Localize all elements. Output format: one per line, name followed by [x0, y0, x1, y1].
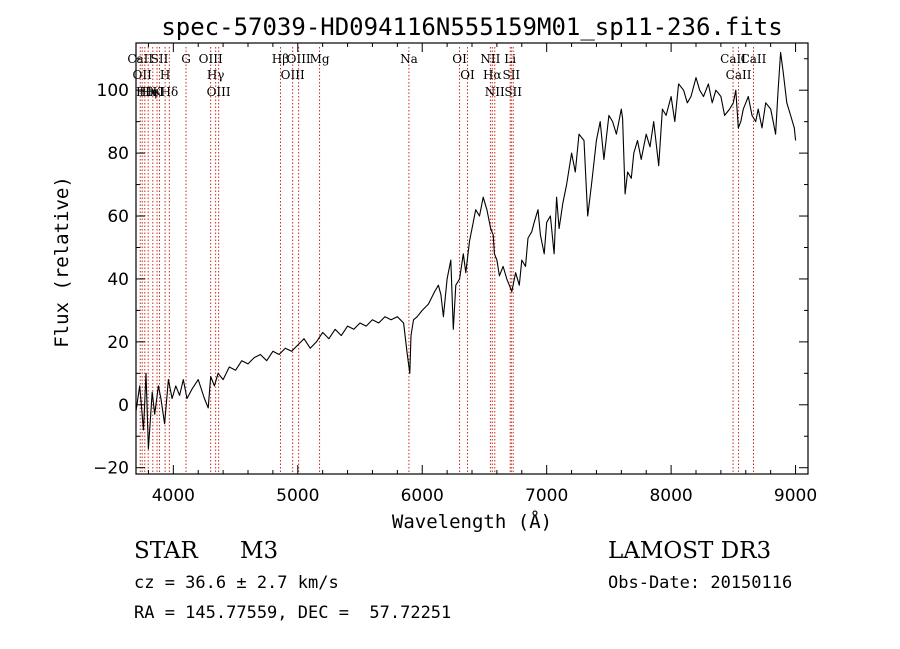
line-label: Hβ	[272, 52, 289, 66]
line-label: CaII	[127, 52, 153, 66]
line-label: OIII	[281, 68, 305, 82]
x-axis-label: Wavelength (Å)	[392, 510, 552, 533]
line-label: CaII	[720, 52, 746, 66]
line-label: Li	[504, 52, 516, 66]
y-tick-label: 40	[107, 270, 129, 290]
line-label: CaII	[741, 52, 767, 66]
spectrum-line	[135, 51, 797, 450]
redshift-text: cz = 36.6 ± 2.7 km/s	[134, 573, 339, 593]
line-label: OIII	[199, 52, 223, 66]
y-tick-label: 100	[97, 81, 129, 101]
object-subclass: M3	[240, 538, 279, 564]
line-label: OI	[452, 52, 467, 66]
y-tick-label: 60	[107, 207, 129, 227]
chart-title: spec-57039-HD094116N555159M01_sp11-236.f…	[161, 13, 782, 41]
x-tick-label: 4000	[152, 486, 195, 506]
x-tick-label: 7000	[525, 486, 568, 506]
line-label: SII	[502, 68, 520, 82]
line-label: Mg	[310, 52, 330, 66]
obs-date: Obs-Date: 20150116	[608, 573, 793, 593]
emission-line-markers	[139, 47, 754, 474]
line-label: NII	[485, 85, 505, 99]
line-label: OIII	[287, 52, 311, 66]
line-label: Hγ	[207, 68, 225, 82]
line-label: Hη	[139, 85, 157, 99]
y-tick-label: 80	[107, 144, 129, 164]
line-label: SII	[504, 85, 522, 99]
line-label: Hθ	[136, 85, 154, 99]
line-label: HeI	[142, 85, 165, 99]
x-tick-label: 5000	[276, 486, 319, 506]
y-axis-label: Flux (relative)	[51, 176, 73, 348]
ra-dec: RA = 145.77559, DEC = 57.72251	[134, 603, 452, 623]
x-axis: 4000 5000 6000 7000 8000 9000	[147, 43, 817, 506]
x-tick-label: 8000	[649, 486, 692, 506]
object-class: STAR	[134, 538, 198, 564]
line-label: G	[181, 52, 191, 66]
x-tick-label: 6000	[401, 486, 444, 506]
y-tick-label: 20	[107, 333, 129, 353]
y-tick-label: −20	[93, 459, 129, 479]
y-axis: −20 0 20 40 60 80 100	[93, 58, 808, 479]
line-label: Hα	[483, 68, 502, 82]
line-label: K	[153, 85, 163, 99]
survey-name: LAMOST DR3	[608, 538, 772, 564]
line-label: Na	[400, 52, 418, 66]
line-label: NII	[480, 52, 500, 66]
y-tick-label: 0	[118, 396, 129, 416]
plot-frame	[135, 42, 809, 475]
line-label: Hδ	[160, 85, 178, 99]
line-label: SII	[151, 52, 169, 66]
line-label: CaII	[726, 68, 752, 82]
line-label: OI	[460, 68, 475, 82]
line-label: H	[160, 68, 170, 82]
line-label: OII	[133, 68, 153, 82]
line-label: OIII	[207, 85, 231, 99]
x-tick-label: 9000	[774, 486, 817, 506]
